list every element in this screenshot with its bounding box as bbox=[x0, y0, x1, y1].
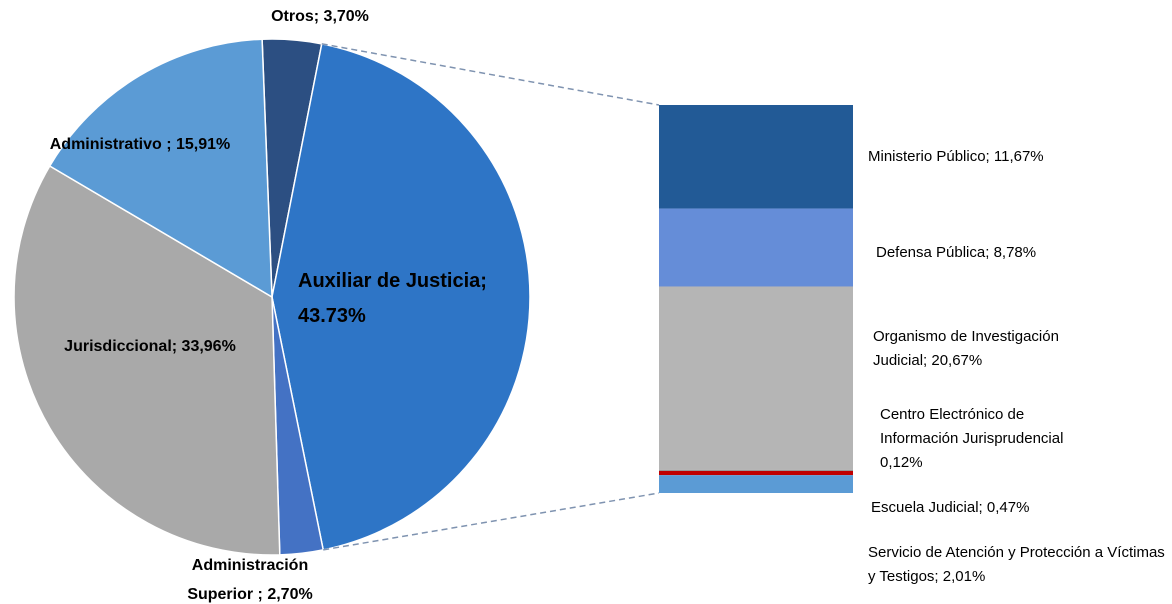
bar-segment bbox=[659, 469, 853, 471]
data-label: Servicio de Atención y Protección a Víct… bbox=[868, 544, 1165, 585]
data-label: Otros; 3,70% bbox=[271, 8, 369, 25]
connector-line bbox=[321, 43, 660, 106]
bar-segment bbox=[659, 470, 853, 476]
connector-line bbox=[323, 492, 660, 551]
data-label: Administración Superior ; 2,70% bbox=[187, 557, 313, 603]
pie-slice bbox=[48, 38, 273, 299]
data-label: Centro Electrónico de Información Jurisp… bbox=[880, 406, 1064, 471]
data-label: Auxiliar de Justicia; 43.73% bbox=[298, 270, 487, 327]
data-label: Defensa Pública; 8,78% bbox=[876, 244, 1037, 261]
pie-slice bbox=[271, 42, 531, 551]
data-label: Jurisdiccional; 33,96% bbox=[64, 338, 236, 355]
data-label: Organismo de Investigación Judicial; 20,… bbox=[873, 328, 1059, 369]
data-label: Administrativo ; 15,91% bbox=[49, 136, 231, 153]
bar-segment bbox=[659, 105, 853, 209]
data-label: Escuela Judicial; 0,47% bbox=[871, 499, 1030, 516]
bar-segment bbox=[659, 286, 853, 470]
bar-segment bbox=[659, 475, 853, 493]
data-label: Ministerio Público; 11,67% bbox=[868, 148, 1044, 165]
bar-segment bbox=[659, 208, 853, 287]
